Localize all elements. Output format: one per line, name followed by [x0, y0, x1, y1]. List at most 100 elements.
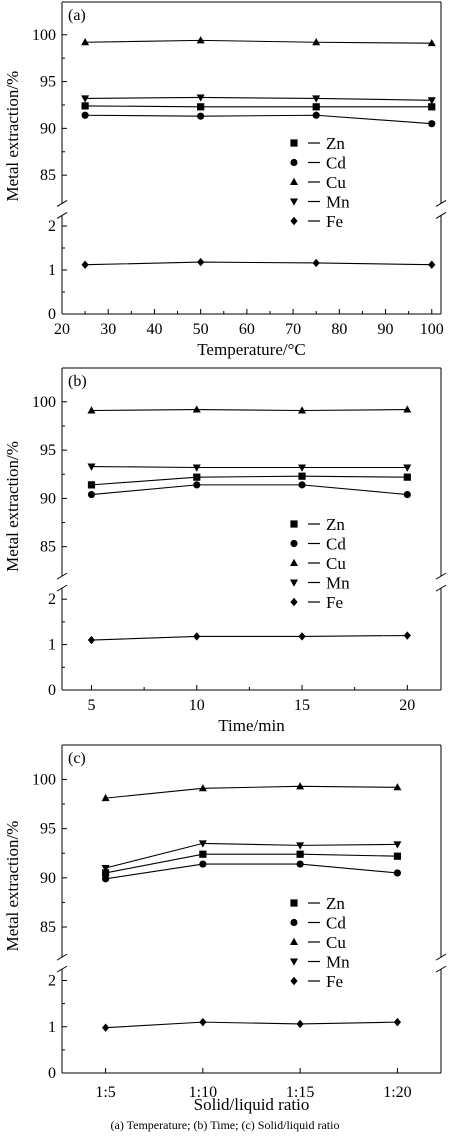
legend-label-zn: Zn: [326, 515, 345, 534]
chart-panel-1: 85 90 95 100 0 1 2 20 30 40 50 60 70 80 90 100 Temperatu…: [3, 1, 447, 359]
series-line-cu: [91, 408, 408, 412]
series-fe: [101, 1017, 402, 1032]
data-point-cu: [393, 783, 402, 791]
axis-break-mark: [435, 212, 447, 219]
axis-break-mark: [435, 584, 447, 592]
data-point-zn: [87, 481, 96, 489]
data-point-mn: [296, 842, 305, 850]
y-tick-label: 2: [48, 591, 56, 608]
data-point-cd: [312, 111, 320, 119]
data-point-cu: [87, 406, 96, 414]
legend-label-mn: Mn: [326, 193, 350, 212]
series-line-zn: [91, 475, 408, 486]
series-line-mn: [85, 96, 432, 101]
series-line-cd: [105, 863, 398, 880]
y-tick-label: 85: [40, 539, 56, 556]
data-point-cu: [198, 784, 207, 792]
data-point-cu: [296, 782, 305, 790]
data-point-mn: [192, 464, 201, 472]
data-point-fe: [87, 635, 96, 645]
y-axis-label: Metal extraction/%: [3, 71, 22, 202]
y-tick-label: 95: [40, 821, 56, 838]
data-point-cu: [427, 38, 436, 47]
legend-marker-cd: [290, 158, 298, 167]
series-mn: [101, 840, 402, 873]
data-point-mn: [393, 841, 402, 849]
y-tick-label: 95: [40, 74, 56, 91]
series-line-cd: [85, 114, 432, 125]
data-point-fe: [393, 1017, 402, 1027]
series-fe: [87, 631, 411, 645]
data-point-fe: [197, 257, 205, 267]
data-point-cd: [81, 111, 89, 119]
data-point-mn: [427, 97, 436, 105]
legend-label-cu: Cu: [326, 554, 346, 573]
y-tick-label: 85: [40, 919, 56, 936]
legend-label-fe: Fe: [326, 212, 343, 231]
data-point-zn: [403, 473, 411, 481]
legend-marker-zn: [290, 520, 298, 528]
legend-marker-cd: [290, 539, 298, 548]
legend-marker-mn: [290, 579, 298, 587]
x-axis-label: Temperature/°C: [197, 340, 306, 359]
series-line-zn: [105, 853, 398, 874]
data-point-zn: [296, 850, 304, 858]
series-cu: [81, 36, 436, 47]
legend-label-zn: Zn: [326, 894, 345, 913]
x-axis-label: Solid/liquid ratio: [194, 1095, 310, 1114]
data-point-cd: [87, 490, 96, 499]
data-point-fe: [193, 632, 201, 641]
legend-label-mn: Mn: [326, 574, 350, 593]
y-tick-label: 0: [48, 682, 56, 699]
data-point-cu: [312, 38, 321, 46]
y-tick-label: 90: [40, 490, 56, 507]
series-mn: [87, 463, 412, 472]
legend-label-zn: Zn: [326, 134, 345, 153]
y-axis-label: Metal extraction/%: [3, 441, 22, 572]
series-line-zn: [85, 105, 432, 108]
data-point-mn: [198, 840, 207, 848]
series-zn: [101, 850, 402, 877]
y-tick-label: 95: [40, 442, 56, 459]
legend-marker-cu: [290, 177, 298, 185]
legend-marker-mn: [290, 958, 298, 966]
data-point-fe: [403, 631, 411, 640]
y-tick-label: 0: [48, 306, 56, 323]
legend-label-cu: Cu: [326, 173, 346, 192]
y-tick-label: 2: [48, 973, 56, 990]
x-tick-label: 1:5: [95, 1084, 115, 1101]
data-point-zn: [199, 850, 207, 858]
legend-marker-cd: [290, 918, 298, 927]
legend-marker-fe: [290, 216, 298, 226]
series-line-fe: [85, 261, 432, 266]
data-point-cu: [81, 38, 90, 46]
y-tick-label: 0: [48, 1065, 56, 1082]
series-line-cd: [91, 484, 408, 496]
legend-label-fe: Fe: [326, 972, 343, 991]
data-point-mn: [101, 865, 110, 873]
series-line-cu: [85, 39, 432, 44]
x-tick-label: 1:20: [383, 1084, 411, 1101]
y-tick-label: 100: [32, 771, 56, 788]
panel-label: (a): [68, 7, 86, 24]
x-tick-label: 60: [239, 321, 255, 338]
series-mn: [81, 94, 436, 105]
legend-label-cd: Cd: [326, 154, 346, 173]
data-point-cd: [197, 112, 205, 120]
data-point-cu: [298, 406, 307, 414]
series-cu: [101, 782, 402, 802]
y-axis-label: Metal extraction/%: [3, 821, 22, 952]
data-point-mn: [403, 464, 412, 472]
x-tick-label: 1:10: [189, 1084, 217, 1101]
data-point-fe: [296, 1019, 304, 1029]
y-tick-label: 85: [40, 167, 56, 184]
series-cd: [87, 481, 411, 499]
data-point-cu: [101, 793, 110, 802]
axis-break-mark: [56, 953, 68, 961]
data-point-zn: [298, 472, 306, 480]
legend-label-cd: Cd: [326, 535, 346, 554]
data-point-cu: [192, 405, 201, 413]
legend-marker-fe: [290, 976, 298, 986]
